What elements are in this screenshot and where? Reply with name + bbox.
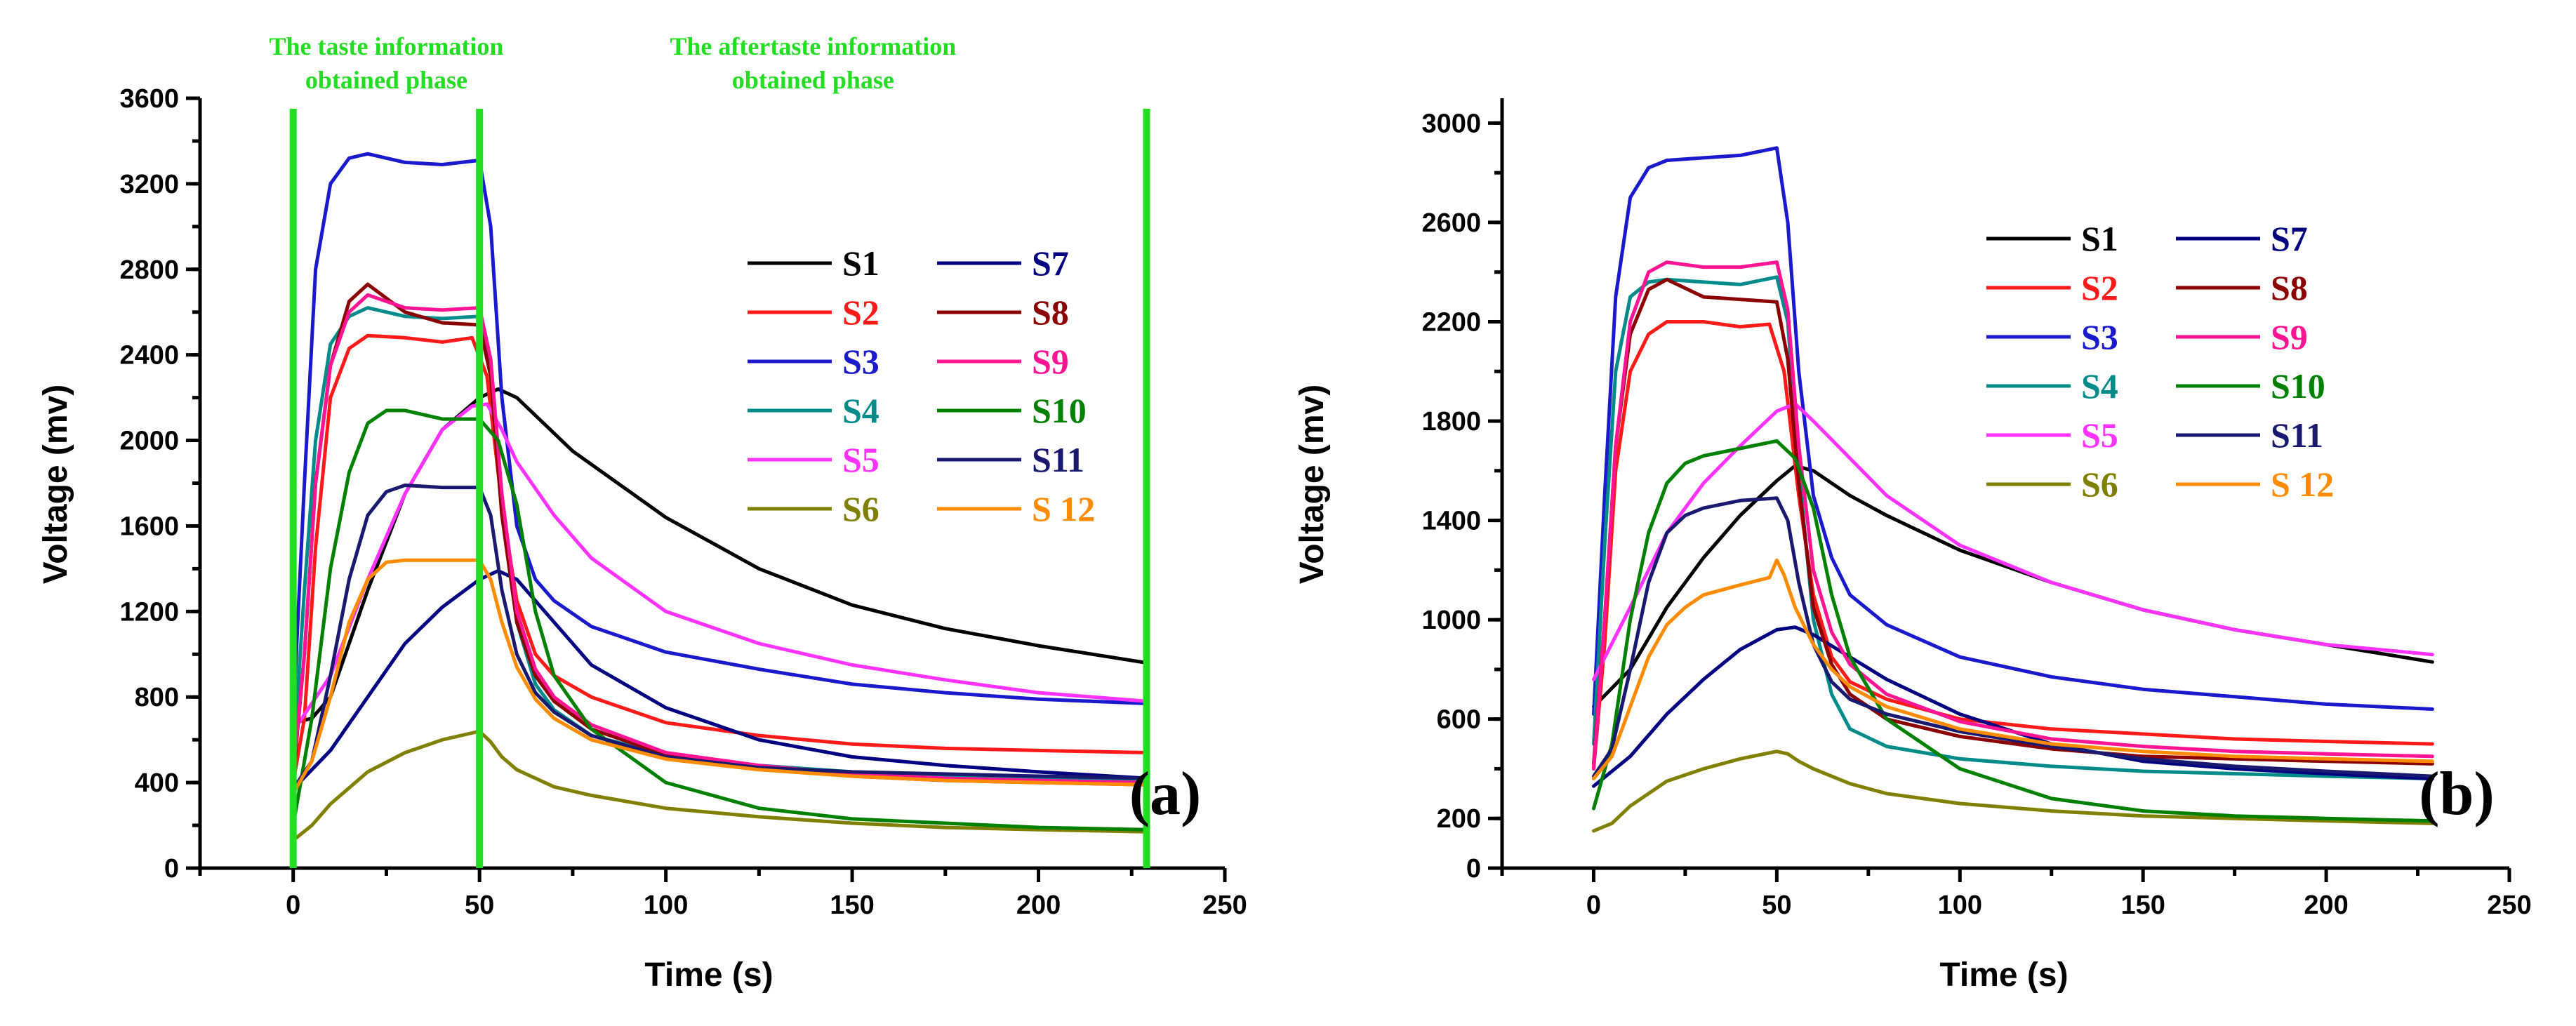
legend-label-s4: S4 xyxy=(2081,366,2118,406)
y-tick-label: 1200 xyxy=(119,597,179,627)
legend-label-s8: S8 xyxy=(1032,293,1069,332)
legend-label-s2: S2 xyxy=(2081,268,2118,307)
legend-label-s1: S1 xyxy=(2081,219,2118,258)
y-tick-label: 2400 xyxy=(119,341,179,371)
phase-label-line2: obtained phase xyxy=(732,66,894,94)
series-line-s9 xyxy=(1592,260,2434,771)
x-tick-label: 200 xyxy=(2304,891,2348,920)
x-tick-label: 0 xyxy=(1586,891,1601,920)
series-line-s7 xyxy=(291,568,1148,791)
legend-label-s9: S9 xyxy=(1032,342,1069,381)
series-line-s11 xyxy=(291,484,1148,791)
series-line-s9 xyxy=(291,293,1148,785)
y-tick-label: 2600 xyxy=(1421,208,1481,238)
y-tick-label: 2000 xyxy=(119,427,179,456)
series-line-s11 xyxy=(1592,496,2434,778)
y-tick-label: 3200 xyxy=(119,170,179,199)
series-line-s3 xyxy=(291,152,1148,721)
series-line-s5 xyxy=(1592,401,2434,681)
panel-label: (a) xyxy=(1129,760,1202,828)
series-line-s8 xyxy=(291,282,1148,787)
legend-label-s8: S8 xyxy=(2271,268,2308,307)
series-line-s12 xyxy=(1592,558,2434,781)
y-tick-label: 1800 xyxy=(1421,407,1481,437)
series-line-s6 xyxy=(1592,749,2434,833)
series-line-s12 xyxy=(291,558,1148,795)
phase-label-line2: obtained phase xyxy=(305,66,467,94)
series-line-s5 xyxy=(291,402,1148,733)
legend: S1 S2 S3 S4 S5 S6 S7 S8 S9 S10 S11 S 12 xyxy=(748,244,1095,528)
series-line-s10 xyxy=(291,408,1148,832)
legend-label-s4: S4 xyxy=(842,391,879,430)
x-tick-label: 150 xyxy=(2120,891,2165,920)
y-tick-label: 800 xyxy=(135,683,179,712)
legend-label-s6: S6 xyxy=(842,489,879,528)
legend-label-s12: S 12 xyxy=(2271,465,2334,504)
legend-label-s9: S9 xyxy=(2271,317,2308,357)
y-axis-title: Voltage (mv) xyxy=(37,385,74,584)
x-axis-title: Time (s) xyxy=(1939,957,2068,994)
series-line-s6 xyxy=(291,729,1148,842)
x-axis-title: Time (s) xyxy=(644,957,773,994)
series-line-s3 xyxy=(1592,146,2434,717)
legend-label-s5: S5 xyxy=(2081,415,2118,455)
legend-label-s2: S2 xyxy=(842,293,879,332)
y-tick-label: 0 xyxy=(164,854,179,884)
x-tick-label: 250 xyxy=(2487,891,2531,920)
legend-label-s11: S11 xyxy=(1032,440,1084,479)
legend-label-s3: S3 xyxy=(842,342,879,381)
legend-label-s6: S6 xyxy=(2081,465,2118,504)
y-tick-label: 0 xyxy=(1466,854,1481,884)
y-tick-label: 200 xyxy=(1437,804,1481,834)
series-line-s7 xyxy=(1592,625,2434,788)
y-tick-label: 600 xyxy=(1437,705,1481,735)
legend-label-s12: S 12 xyxy=(1032,489,1095,528)
legend-label-s11: S11 xyxy=(2271,415,2323,455)
x-tick-label: 150 xyxy=(830,891,874,920)
legend: S1 S2 S3 S4 S5 S6 S7 S8 S9 S10 S11 S 12 xyxy=(1986,219,2334,504)
x-tick-label: 0 xyxy=(286,891,300,920)
y-tick-label: 2800 xyxy=(119,255,179,285)
legend-label-s10: S10 xyxy=(1032,391,1087,430)
chart-panel-b: 0 50 100 150 200 250 0 200 600 1000 1400 1800 2200 26… xyxy=(1294,98,2532,994)
phase-label-line1: The taste information xyxy=(269,32,503,60)
x-tick-label: 50 xyxy=(1762,891,1791,920)
legend-label-s5: S5 xyxy=(842,440,879,479)
y-axis-title: Voltage (mv) xyxy=(1294,385,1331,584)
legend-label-s1: S1 xyxy=(842,244,879,283)
legend-label-s10: S10 xyxy=(2271,366,2325,406)
x-tick-label: 200 xyxy=(1016,891,1061,920)
x-tick-label: 100 xyxy=(1938,891,1982,920)
y-tick-label: 3600 xyxy=(119,84,179,114)
x-tick-label: 250 xyxy=(1202,891,1247,920)
y-tick-label: 1000 xyxy=(1421,606,1481,635)
series-line-s4 xyxy=(291,306,1148,782)
series-line-s10 xyxy=(1592,439,2434,823)
legend-label-s3: S3 xyxy=(2081,317,2118,357)
phase-label-line1: The aftertaste information xyxy=(670,32,956,60)
legend-label-s7: S7 xyxy=(2271,219,2308,258)
chart-panel-a: 0 50 100 150 200 250 0 400 800 1200 1600 2000 2400 28… xyxy=(37,32,1247,994)
series-line-s1 xyxy=(291,387,1148,725)
x-tick-label: 100 xyxy=(644,891,688,920)
y-tick-label: 1600 xyxy=(119,512,179,541)
y-tick-label: 1400 xyxy=(1421,507,1481,536)
y-tick-label: 3000 xyxy=(1421,109,1481,138)
panel-label: (b) xyxy=(2419,760,2495,828)
x-tick-label: 50 xyxy=(465,891,494,920)
y-tick-label: 400 xyxy=(135,768,179,798)
y-tick-label: 2200 xyxy=(1421,307,1481,337)
legend-label-s7: S7 xyxy=(1032,244,1069,283)
